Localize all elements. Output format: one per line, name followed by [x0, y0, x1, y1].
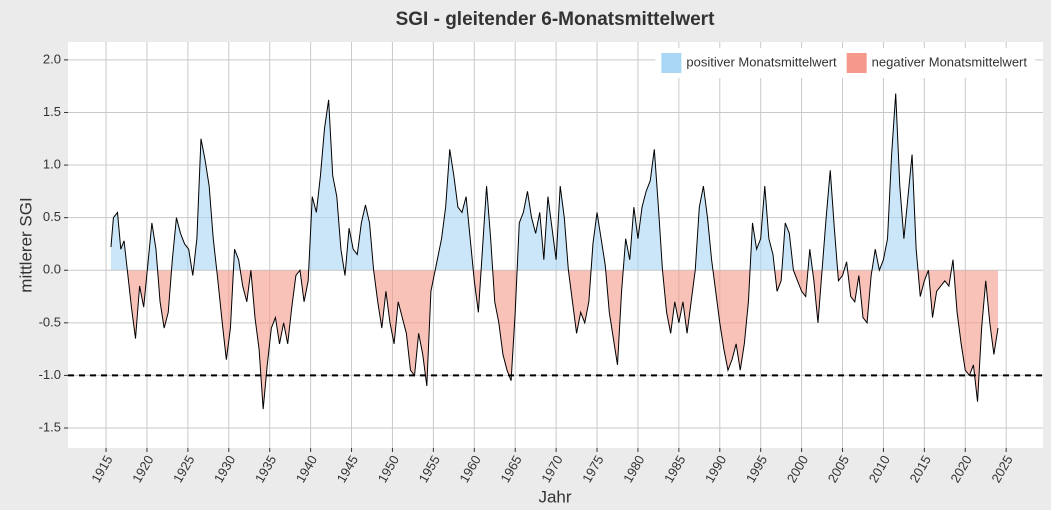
chart-title: SGI - gleitender 6-Monatsmittelwert — [396, 9, 715, 30]
y-tick-label: -1.5 — [39, 419, 61, 434]
legend-box — [655, 48, 1035, 78]
legend-key — [846, 53, 867, 73]
legend-key — [661, 53, 682, 73]
y-tick-label: 2.0 — [43, 51, 61, 66]
line — [110, 93, 999, 410]
x-axis-label: Jahr — [538, 487, 571, 506]
legend: positiver Monatsmittelwert negativer Mona… — [655, 48, 1035, 78]
y-tick-label: -1.0 — [39, 367, 61, 382]
y-tick-label: 1.5 — [43, 104, 61, 119]
area-fill — [110, 93, 954, 271]
y-tick-label: 0.0 — [43, 262, 61, 277]
legend-label: positiver Monatsmittelwert — [686, 54, 837, 69]
plot-panel — [68, 42, 1043, 448]
legend-label: negativer Monatsmittelwert — [872, 54, 1028, 69]
y-tick-label: -0.5 — [39, 314, 61, 329]
y-tick-label: 0.5 — [43, 209, 61, 224]
y-axis-label: mittlerer SGI — [16, 197, 35, 292]
y-tick-label: 1.0 — [43, 156, 61, 171]
